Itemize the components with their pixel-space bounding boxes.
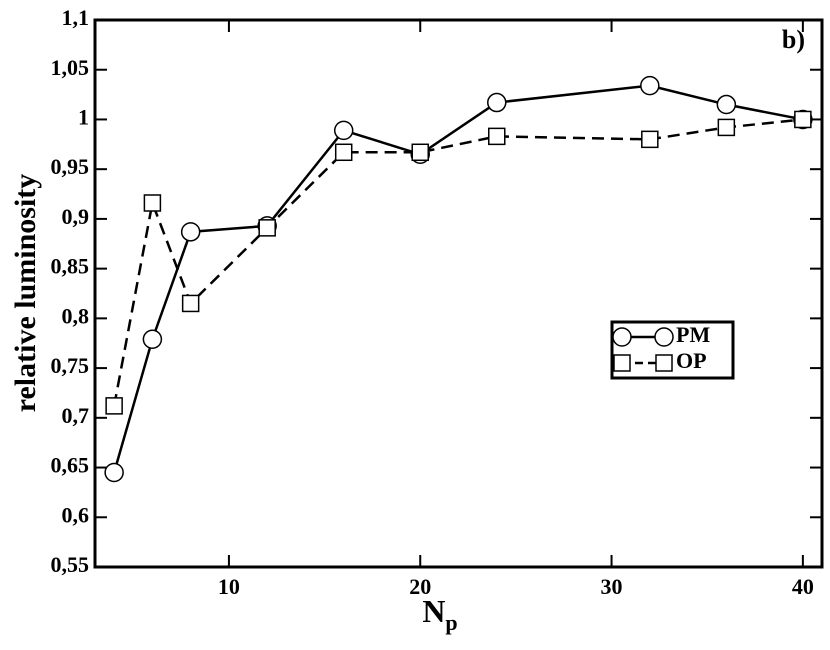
- y-tick-label: 0,55: [51, 552, 90, 577]
- x-tick-label: 30: [601, 574, 623, 599]
- marker: [333, 120, 354, 141]
- marker: [181, 294, 200, 313]
- marker: [640, 75, 660, 96]
- x-axis-label-sub: p: [445, 610, 457, 635]
- marker: [143, 194, 162, 212]
- marker: [717, 118, 736, 137]
- marker: [613, 354, 631, 372]
- plot-frame: [93, 18, 824, 569]
- y-tick-label: 0,7: [62, 403, 90, 428]
- marker: [411, 143, 429, 162]
- x-tick-label: 20: [409, 574, 431, 599]
- x-tick-label: 10: [218, 574, 240, 599]
- marker: [258, 219, 276, 237]
- y-axis-label: relative luminosity: [9, 174, 42, 413]
- x-tick-label: 40: [792, 574, 814, 599]
- marker: [655, 354, 673, 372]
- series-line: [112, 118, 803, 407]
- y-tick-label: 0,95: [51, 154, 90, 179]
- marker: [142, 329, 163, 349]
- plot-area: [104, 75, 813, 483]
- marker: [794, 110, 812, 129]
- y-tick-label: 0,9: [62, 204, 90, 229]
- marker: [105, 397, 123, 415]
- y-tick-label: 1: [78, 105, 89, 130]
- x-axis-label-main: N: [422, 593, 445, 629]
- marker: [654, 327, 674, 347]
- x-axis-label: Np: [422, 593, 457, 635]
- y-tick-label: 1,05: [51, 55, 90, 80]
- y-tick-label: 0,6: [62, 502, 90, 527]
- marker: [104, 462, 124, 483]
- y-tick-label: 0,75: [51, 353, 90, 378]
- marker: [487, 92, 507, 113]
- marker: [334, 143, 353, 162]
- panel-label: b): [782, 25, 805, 54]
- legend-label: PM: [676, 322, 710, 347]
- marker: [180, 222, 201, 242]
- y-tick-label: 0,85: [51, 254, 90, 279]
- legend-label: OP: [676, 348, 707, 373]
- marker: [641, 130, 659, 149]
- marker: [612, 327, 632, 347]
- y-tick-label: 0,8: [62, 303, 90, 328]
- y-tick-label: 1,1: [62, 5, 90, 30]
- series-line: [112, 84, 804, 473]
- marker: [488, 127, 506, 146]
- marker: [716, 94, 737, 115]
- y-tick-label: 0,65: [51, 453, 90, 478]
